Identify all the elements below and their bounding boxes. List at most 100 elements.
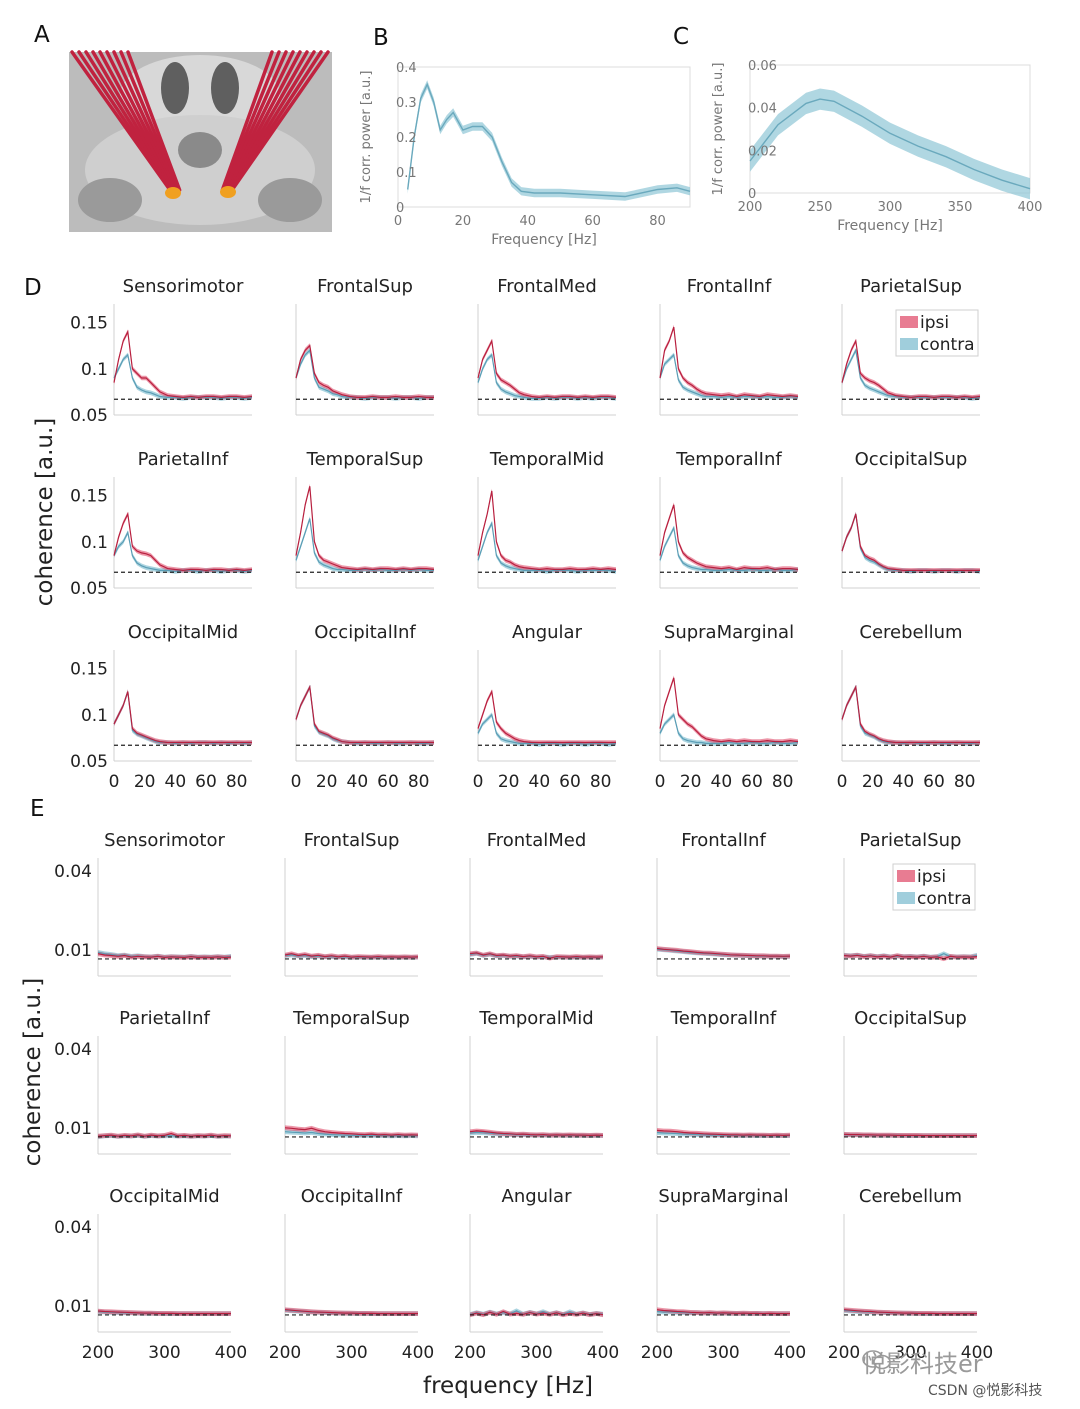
- x-tick-label: 300: [894, 1343, 926, 1363]
- contra-line: [477, 353, 617, 400]
- subplot-title: FrontalMed: [487, 830, 587, 851]
- contra-line: [659, 525, 799, 571]
- x-tick-label: 20: [134, 772, 156, 792]
- panel-b-x-tick-20: 20: [455, 214, 472, 229]
- subplot-title: OccipitalInf: [314, 622, 416, 643]
- ipsi-band: [842, 511, 980, 573]
- x-tick-label: 40: [347, 772, 369, 792]
- panel-e-y-label: coherence [a.u.]: [20, 978, 46, 1166]
- subplot-title: FrontalInf: [681, 830, 766, 851]
- panel-d-subplot-occipitalmid: OccipitalMid 0.05 0.1 0.15 0 20 40 60 80: [70, 622, 253, 792]
- panel-d-grid: Sensorimotor 0.05 0.1 0.15 FrontalSup Frontal…: [32, 276, 981, 792]
- contra-line: [841, 684, 981, 745]
- ipsi-line: [469, 952, 604, 959]
- ipsi-line: [469, 1130, 604, 1137]
- subplot-title: FrontalInf: [687, 276, 772, 297]
- watermark-text: 悦影科技er: [862, 1350, 983, 1378]
- panel-d-subplot-sensorimotor: Sensorimotor 0.05 0.1 0.15: [70, 276, 253, 426]
- subplot-title: FrontalMed: [497, 276, 597, 297]
- brain-temporal-right: [258, 178, 322, 222]
- dbs-lead-right: [229, 50, 323, 192]
- x-tick-label: 40: [893, 772, 915, 792]
- y-tick-label: 0.1: [81, 360, 108, 380]
- dbs-lead-left: [98, 50, 177, 192]
- ipsi-band: [114, 329, 252, 400]
- panel-b-y-tick-2: 0.2: [396, 131, 417, 146]
- x-tick-label: 60: [559, 772, 581, 792]
- panel-e-subplot-frontalinf: FrontalInf: [656, 830, 791, 977]
- brain-ventricle-left: [161, 62, 189, 114]
- ipsi-band: [478, 338, 616, 400]
- x-tick-label: 200: [454, 1343, 486, 1363]
- x-tick-label: 300: [148, 1343, 180, 1363]
- contra-line: [113, 353, 253, 400]
- panel-e-subplot-supramarginal: SupraMarginal 200 300 400: [641, 1186, 806, 1363]
- x-tick-label: 0: [655, 772, 666, 792]
- contra-line: [113, 691, 253, 745]
- panel-b-x-tick-0: 0: [394, 214, 402, 229]
- x-tick-label: 0: [837, 772, 848, 792]
- ipsi-line: [477, 689, 616, 744]
- dbs-lead-right: [226, 50, 309, 192]
- x-tick-label: 0: [473, 772, 484, 792]
- panel-b-y-tick-3: 0.3: [396, 96, 417, 111]
- ipsi-line: [843, 1309, 977, 1315]
- dbs-lead-left: [91, 50, 176, 192]
- x-tick-label: 200: [269, 1343, 301, 1363]
- panel-d-subplot-occipitalsup: OccipitalSup: [841, 449, 981, 589]
- panel-e-grid: Sensorimotor 0.01 0.04 FrontalSup FrontalMed…: [20, 830, 993, 1399]
- ipsi-line: [97, 1132, 232, 1137]
- subplot-title: OccipitalInf: [301, 1186, 403, 1207]
- legend-swatch-contra: [897, 892, 915, 904]
- panel-c-y-tick-2: 0.04: [748, 102, 777, 117]
- panel-c-x-tick-300: 300: [878, 200, 903, 215]
- ipsi-line: [284, 1127, 419, 1136]
- panel-b-x-tick-60: 60: [584, 214, 601, 229]
- panel-b-error-band: [407, 80, 690, 201]
- panel-e-subplot-angular: Angular 200 300 400: [454, 1186, 619, 1363]
- y-tick-label: 0.15: [70, 487, 108, 507]
- subplot-title: SupraMarginal: [658, 1186, 788, 1207]
- panel-d-subplot-temporalmid: TemporalMid: [477, 449, 617, 589]
- dbs-lead-left: [105, 50, 178, 192]
- ipsi-line: [97, 1310, 231, 1315]
- panel-d-subplot-supramarginal: SupraMarginal 0 20 40 60 80: [655, 622, 799, 792]
- ipsi-line: [477, 490, 617, 571]
- x-tick-label: 80: [954, 772, 976, 792]
- panel-e-subplot-occipitalinf: OccipitalInf 200 300 400: [269, 1186, 434, 1363]
- panel-label-e: E: [30, 796, 45, 822]
- x-tick-label: 60: [923, 772, 945, 792]
- x-tick-label: 200: [82, 1343, 114, 1363]
- x-tick-label: 20: [498, 772, 520, 792]
- x-tick-label: 20: [316, 772, 338, 792]
- y-tick-label: 0.15: [70, 314, 108, 334]
- contra-line: [841, 513, 981, 573]
- subplot-title: Sensorimotor: [104, 830, 225, 851]
- x-tick-label: 80: [226, 772, 248, 792]
- panel-d-subplot-parietalinf: ParietalInf 0.05 0.1 0.15: [70, 449, 253, 599]
- dbs-lead-right: [221, 50, 281, 192]
- contra-line: [113, 530, 253, 573]
- dbs-lead-right: [220, 50, 274, 192]
- panel-c-x-tick-200: 200: [738, 200, 763, 215]
- ipsi-line: [295, 684, 434, 744]
- x-tick-label: 200: [828, 1343, 860, 1363]
- y-tick-label: 0.01: [54, 941, 92, 961]
- y-tick-label: 0.01: [54, 1119, 92, 1139]
- subplot-title: Angular: [502, 1186, 573, 1207]
- x-tick-label: 300: [707, 1343, 739, 1363]
- panel-c-chart: 200 250 300 350 400 0 0.02 0.04 0.06 Frequency [H…: [711, 59, 1042, 234]
- dbs-lead-right: [224, 50, 295, 192]
- x-tick-label: 60: [195, 772, 217, 792]
- contra-line: [295, 349, 434, 400]
- ipsi-line: [284, 1309, 418, 1315]
- contra-line: [477, 713, 617, 746]
- panel-c-mean-line: [749, 98, 1031, 190]
- panel-c-axes-box: [749, 64, 1031, 194]
- ipsi-line: [841, 513, 980, 571]
- brain-white-matter: [120, 55, 280, 135]
- ipsi-line: [656, 947, 791, 957]
- x-tick-label: 20: [680, 772, 702, 792]
- panel-label-a: A: [34, 22, 50, 48]
